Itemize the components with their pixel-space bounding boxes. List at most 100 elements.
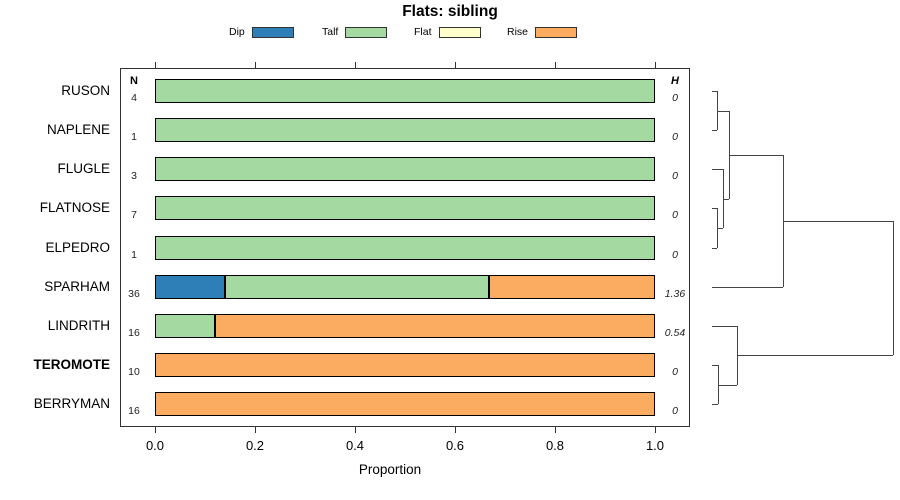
dendrogram-segment [718,384,737,386]
n-column-header: N [130,75,138,87]
legend-item-talf: Talf [322,25,388,39]
x-axis-tick-top [555,62,556,68]
bar-row [155,79,655,103]
chart-title: Flats: sibling [402,3,498,20]
row-label: ELPEDRO [45,240,110,255]
dendrogram-segment [712,91,717,92]
legend-label-dip: Dip [229,26,245,38]
row-h-value: 0 [672,209,678,221]
dendrogram-segment [712,404,718,405]
x-axis-tick-top [355,62,356,68]
bar-segment-talf [225,276,490,298]
row-n-value: 1 [131,249,137,261]
row-n-value: 1 [131,131,137,143]
bar-segment-talf [156,315,216,337]
bar-segment-rise [489,276,654,298]
legend-label-flat: Flat [414,26,432,38]
bar-segment-talf [156,197,654,219]
row-label: RUSON [61,83,110,98]
bar-row [155,392,655,416]
x-axis-label: Proportion [358,462,422,477]
row-h-value: 0 [672,366,678,378]
row-h-value: 0 [672,249,678,261]
dendrogram-segment [712,169,723,170]
row-label: SPARHAM [44,279,110,294]
x-axis-tick-top [655,62,656,68]
x-axis-tick-bottom [155,427,156,433]
dendrogram-segment [712,130,717,131]
bar-row [155,118,655,142]
bar-segment-talf [156,119,654,141]
row-h-value: 0 [672,170,678,182]
dendrogram-segment [893,220,894,356]
x-axis-tick-top [255,62,256,68]
dendrogram-segment [712,365,718,366]
row-h-value: 1.36 [664,288,686,300]
x-axis-tick-bottom [355,427,356,433]
bar-segment-talf [156,80,654,102]
dendrogram-segment [712,248,717,249]
legend-item-dip: Dip [229,25,294,39]
dendrogram-segment [712,326,737,327]
dendrogram-segment [712,208,717,209]
x-axis-tick-label: 1.0 [645,438,665,453]
row-n-value: 16 [128,327,140,339]
dendrogram-segment [723,198,729,200]
row-label: FLATNOSE [39,200,110,215]
bar-row [155,275,655,299]
x-axis-tick-bottom [455,427,456,433]
legend-label-talf: Talf [322,26,339,38]
bar-segment-talf [156,158,654,180]
legend-item-flat: Flat [414,25,481,39]
dendrogram-segment [737,355,893,357]
row-h-value: 0 [672,131,678,143]
row-n-value: 36 [128,288,140,300]
row-label: BERRYMAN [33,396,110,411]
row-n-value: 3 [131,170,137,182]
dendrogram-segment [712,287,783,288]
x-axis-tick-bottom [555,427,556,433]
x-axis-tick-label: 0.8 [545,438,565,453]
bar-segment-talf [156,237,654,259]
plot-frame [120,68,690,427]
bar-row [155,353,655,377]
x-axis-tick-top [455,62,456,68]
dendrogram-segment [783,220,893,222]
legend-label-rise: Rise [507,26,529,38]
row-label: LINDRITH [47,318,110,333]
legend-item-rise: Rise [507,25,578,39]
row-n-value: 7 [131,209,137,221]
row-n-value: 16 [128,405,140,417]
bar-row [155,196,655,220]
h-column-header: H [671,75,679,87]
bar-segment-rise [156,354,654,376]
x-axis-tick-label: 0.2 [245,438,265,453]
legend-swatch-dip [251,26,294,38]
legend-swatch-talf [345,26,388,38]
row-h-value: 0.54 [664,327,686,339]
x-axis-tick-bottom [655,427,656,433]
row-n-value: 4 [131,92,137,104]
legend-swatch-flat [438,26,481,38]
bar-row [155,314,655,338]
x-axis-tick-bottom [255,427,256,433]
row-h-value: 0 [672,92,678,104]
x-axis-tick-label: 0.4 [345,438,365,453]
bar-segment-rise [156,393,654,415]
dendrogram-segment [717,228,723,229]
dendrogram-segment [729,154,783,156]
x-axis-tick-label: 0.6 [445,438,465,453]
row-label: FLUGLE [57,161,110,176]
row-label: TEROMOTE [33,357,111,372]
row-n-value: 10 [128,366,140,378]
bar-row [155,236,655,260]
bar-segment-dip [156,276,226,298]
x-axis-tick-label: 0.0 [145,438,165,453]
row-label: NAPLENE [46,122,110,137]
bar-segment-rise [215,315,654,337]
x-axis-tick-top [155,62,156,68]
bar-row [155,157,655,181]
dendrogram-segment [717,110,729,112]
legend-swatch-rise [535,26,578,38]
